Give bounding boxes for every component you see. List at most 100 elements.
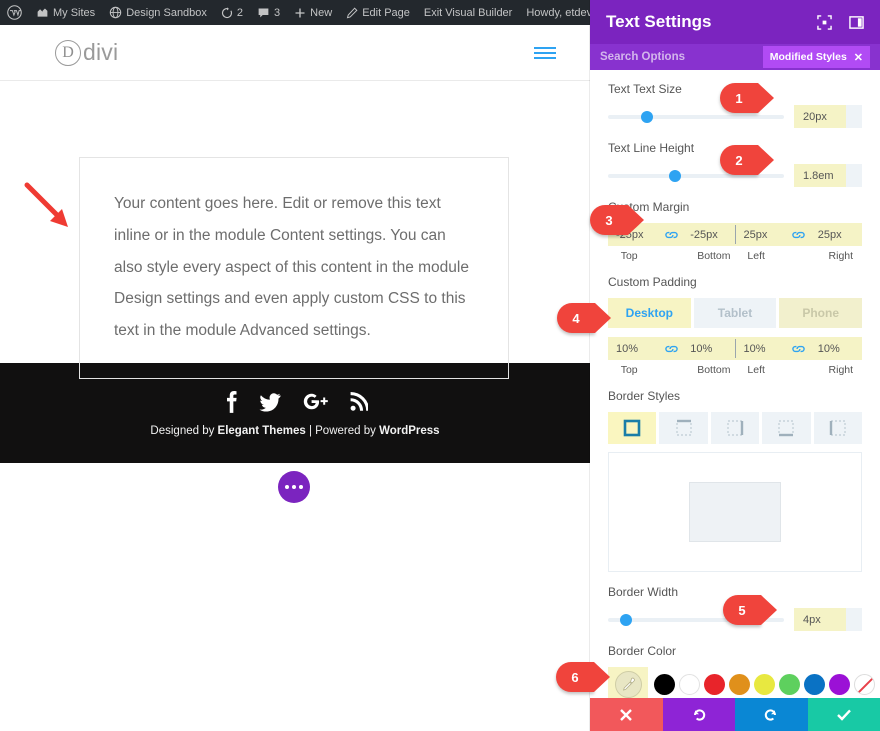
border-all-icon[interactable]: [608, 412, 657, 444]
slider-knob[interactable]: [640, 110, 653, 123]
credit-platform[interactable]: WordPress: [379, 424, 440, 437]
label-spacer: [777, 364, 819, 376]
pencil-icon: [346, 6, 358, 18]
slider-knob[interactable]: [668, 169, 681, 182]
link-pair-icon[interactable]: [660, 223, 682, 246]
adminbar-label: Edit Page: [362, 6, 410, 19]
callout-6: 6: [551, 662, 610, 692]
padding-top-input[interactable]: 10%: [616, 342, 639, 355]
text-module-content: Your content goes here. Edit or remove t…: [114, 195, 469, 340]
divi-menu-dots-icon[interactable]: [278, 471, 310, 503]
fab-dot: [292, 485, 296, 489]
swatch-none[interactable]: [854, 673, 875, 695]
rss-icon[interactable]: [350, 391, 368, 413]
margin-bottom-input[interactable]: -25px: [690, 228, 718, 241]
line-height-slider[interactable]: [608, 169, 784, 182]
tab-phone[interactable]: Phone: [779, 298, 863, 328]
focus-target-icon[interactable]: [817, 14, 832, 30]
adminbar-item-updates[interactable]: 2: [214, 0, 250, 25]
credit-brand[interactable]: Elegant Themes: [217, 424, 306, 437]
comments-icon: [258, 8, 269, 18]
save-button[interactable]: [807, 698, 880, 731]
slider-knob[interactable]: [619, 613, 632, 626]
border-style-options: [608, 412, 863, 444]
margin-left-input[interactable]: 25px: [743, 228, 768, 241]
group-custom-padding: Custom Padding Desktop Tablet Phone 10% …: [608, 275, 863, 376]
callout-number: 4: [557, 303, 611, 333]
border-top-icon[interactable]: [659, 412, 708, 444]
group-label: Border Width: [608, 585, 679, 599]
border-width-input[interactable]: 4px: [794, 608, 862, 631]
page-content-area: Your content goes here. Edit or remove t…: [0, 81, 590, 379]
swatch-white[interactable]: [679, 673, 700, 695]
border-width-slider[interactable]: [608, 613, 784, 626]
margin-labels: Top Bottom Left Right: [608, 250, 862, 262]
border-preview: [608, 452, 862, 572]
label-bottom: Bottom: [697, 364, 731, 376]
fab-dot: [285, 485, 289, 489]
swatch-blue[interactable]: [804, 673, 825, 695]
border-width-row: 4px: [608, 608, 862, 631]
adminbar-item-my-sites[interactable]: My Sites: [29, 0, 102, 25]
swatch-purple[interactable]: [829, 673, 850, 695]
swatch-black[interactable]: [654, 673, 675, 695]
wordpress-logo-icon: [7, 5, 22, 20]
swatch-yellow[interactable]: [754, 673, 775, 695]
discard-button[interactable]: [590, 698, 663, 731]
padding-right-input[interactable]: 10%: [817, 342, 840, 355]
border-right-icon[interactable]: [710, 412, 760, 444]
tab-desktop[interactable]: Desktop: [608, 298, 691, 328]
border-left-icon[interactable]: [813, 412, 863, 444]
google-plus-icon[interactable]: [302, 391, 329, 412]
modified-styles-chip[interactable]: Modified Styles ✕: [762, 46, 870, 68]
search-input[interactable]: Search Options: [600, 51, 685, 63]
site-icon: [109, 6, 122, 19]
callout-number: 1: [720, 83, 774, 113]
adminbar-item-design-sandbox[interactable]: Design Sandbox: [102, 0, 214, 25]
label-bottom: Bottom: [697, 250, 731, 262]
border-bottom-icon[interactable]: [762, 412, 811, 444]
undo-button[interactable]: [662, 698, 735, 731]
adminbar-item-exit-visual-builder[interactable]: Exit Visual Builder: [417, 0, 519, 25]
label-spacer: [650, 250, 692, 262]
padding-bottom-input[interactable]: 10%: [690, 342, 713, 355]
margin-right-input[interactable]: 25px: [817, 228, 842, 241]
group-border-color: Border Color: [608, 644, 875, 698]
tab-tablet[interactable]: Tablet: [693, 298, 777, 328]
adminbar-item-new[interactable]: New: [287, 0, 339, 25]
redo-button[interactable]: [735, 698, 808, 731]
panel-layout-icon[interactable]: [849, 15, 864, 30]
swatch-orange[interactable]: [729, 673, 750, 695]
adminbar-item-wordpress-logo[interactable]: [0, 0, 29, 25]
panel-search-bar[interactable]: Search Options Modified Styles ✕: [590, 44, 880, 70]
text-size-slider[interactable]: [608, 110, 784, 123]
text-size-input[interactable]: 20px: [794, 105, 862, 128]
label-top: Top: [620, 364, 638, 376]
padding-left-input[interactable]: 10%: [743, 342, 766, 355]
group-border-styles: Border Styles: [608, 389, 863, 572]
swatch-green[interactable]: [779, 673, 800, 695]
site-logo[interactable]: D divi: [55, 39, 118, 66]
link-pair-icon[interactable]: [788, 223, 810, 246]
adminbar-item-comments[interactable]: 3: [250, 0, 287, 25]
hamburger-bar: [534, 56, 556, 59]
page-lower-area: [0, 463, 590, 731]
adminbar-label: Exit Visual Builder: [423, 6, 513, 19]
divider: [734, 339, 736, 358]
color-picker-button[interactable]: [608, 667, 648, 698]
line-height-input[interactable]: 1.8em: [794, 164, 862, 187]
group-label: Custom Padding: [608, 275, 697, 289]
swatch-red[interactable]: [704, 673, 725, 695]
group-custom-margin: Custom Margin -25px -25px 25px: [608, 200, 862, 262]
facebook-icon[interactable]: [223, 390, 238, 414]
twitter-icon[interactable]: [259, 392, 281, 412]
divi-logo-mark-icon: D: [55, 39, 81, 66]
text-module[interactable]: Your content goes here. Edit or remove t…: [79, 157, 509, 379]
wp-admin-bar: My Sites Design Sandbox 2 3 New Edit Pag…: [0, 0, 643, 25]
link-pair-icon[interactable]: [660, 337, 682, 360]
hamburger-menu-icon[interactable]: [534, 46, 556, 59]
link-pair-icon[interactable]: [788, 337, 810, 360]
close-icon[interactable]: ✕: [853, 51, 863, 64]
adminbar-item-edit-page[interactable]: Edit Page: [339, 0, 417, 25]
plus-icon: [295, 8, 305, 17]
